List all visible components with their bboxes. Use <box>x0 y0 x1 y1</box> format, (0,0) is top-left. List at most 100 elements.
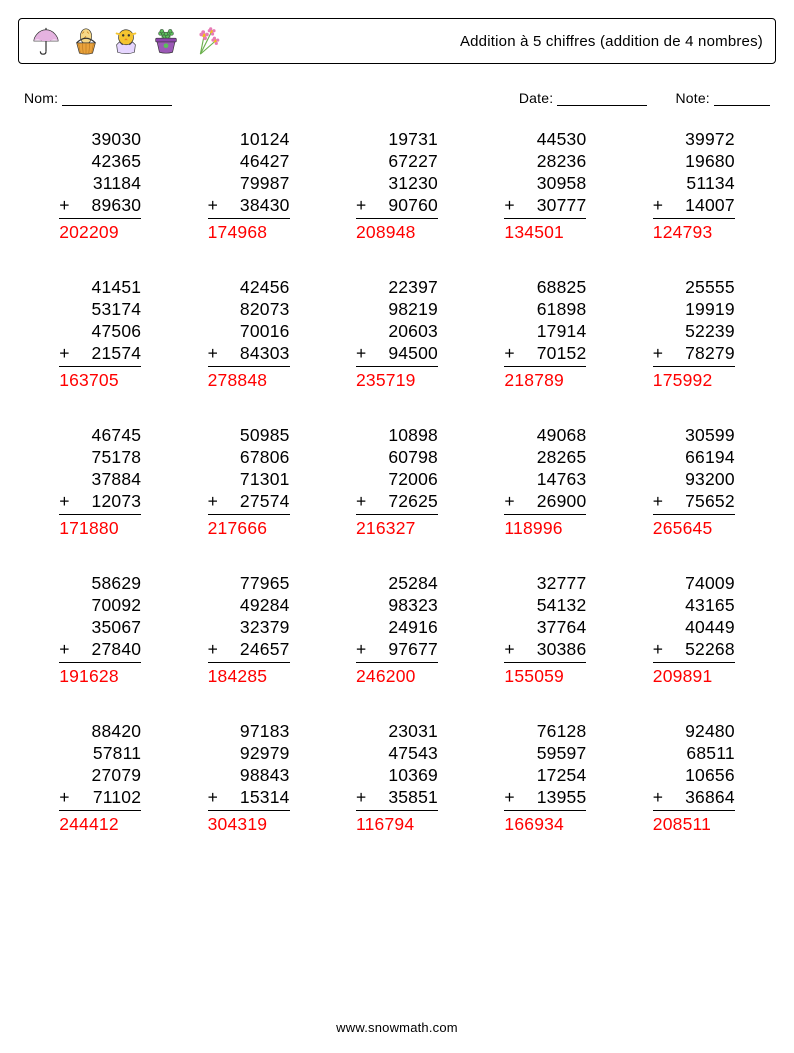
addend: 10656 <box>653 764 735 786</box>
addend: 57811 <box>59 742 141 764</box>
answer: 134501 <box>504 219 586 244</box>
addend: 27079 <box>59 764 141 786</box>
problem: 509856780671301+27574217666 <box>174 424 322 540</box>
addend: 44530 <box>504 128 586 150</box>
addend: 39972 <box>653 128 735 150</box>
answer: 209891 <box>653 663 735 688</box>
addend-last: +21574 <box>59 342 141 364</box>
addend: 17914 <box>504 320 586 342</box>
addend: 97183 <box>208 720 290 742</box>
answer: 208511 <box>653 811 735 836</box>
problem: 414515317447506+21574163705 <box>26 276 174 392</box>
addend: 50985 <box>208 424 290 446</box>
addend: 59597 <box>504 742 586 764</box>
addend: 98843 <box>208 764 290 786</box>
addend: 70016 <box>208 320 290 342</box>
answer: 124793 <box>653 219 735 244</box>
meta-row: Nom: Date: Note: <box>24 90 770 106</box>
problem: 390304236531184+89630202209 <box>26 128 174 244</box>
addend: 70092 <box>59 594 141 616</box>
answer: 174968 <box>208 219 290 244</box>
addend: 35067 <box>59 616 141 638</box>
answer: 244412 <box>59 811 141 836</box>
addend-last: +38430 <box>208 194 290 216</box>
answer: 278848 <box>208 367 290 392</box>
addend: 79987 <box>208 172 290 194</box>
addend: 37884 <box>59 468 141 490</box>
umbrella-icon <box>31 26 61 56</box>
addend: 10124 <box>208 128 290 150</box>
addend: 68511 <box>653 742 735 764</box>
addend: 46427 <box>208 150 290 172</box>
addend: 10898 <box>356 424 438 446</box>
addend-last: +14007 <box>653 194 735 216</box>
addend-last: +71102 <box>59 786 141 808</box>
addend: 88420 <box>59 720 141 742</box>
addend: 40449 <box>653 616 735 638</box>
addend: 14763 <box>504 468 586 490</box>
problems-grid: 390304236531184+89630202209 1012446427799… <box>18 114 776 836</box>
addend-last: +72625 <box>356 490 438 512</box>
addend: 92480 <box>653 720 735 742</box>
addend: 31230 <box>356 172 438 194</box>
answer: 265645 <box>653 515 735 540</box>
date-field: Date: <box>519 90 648 106</box>
addend: 47506 <box>59 320 141 342</box>
addend-last: +12073 <box>59 490 141 512</box>
answer: 166934 <box>504 811 586 836</box>
answer: 235719 <box>356 367 438 392</box>
addend: 42365 <box>59 150 141 172</box>
note-field: Note: <box>675 90 770 106</box>
problem: 445302823630958+30777134501 <box>471 128 619 244</box>
addend: 76128 <box>504 720 586 742</box>
name-label: Nom: <box>24 90 58 106</box>
chick-icon <box>111 26 141 56</box>
problem: 924806851110656+36864208511 <box>620 720 768 836</box>
addend-last: +84303 <box>208 342 290 364</box>
problem: 230314754310369+35851116794 <box>323 720 471 836</box>
note-label: Note: <box>675 90 709 106</box>
problem: 467457517837884+12073171880 <box>26 424 174 540</box>
addend: 46745 <box>59 424 141 446</box>
addend: 93200 <box>653 468 735 490</box>
clover-pot-icon <box>151 26 181 56</box>
addend: 98219 <box>356 298 438 320</box>
addend-last: +97677 <box>356 638 438 660</box>
answer: 202209 <box>59 219 141 244</box>
addend: 98323 <box>356 594 438 616</box>
addend: 19731 <box>356 128 438 150</box>
addend-last: +78279 <box>653 342 735 364</box>
problem: 761285959717254+13955166934 <box>471 720 619 836</box>
date-label: Date: <box>519 90 553 106</box>
addend: 72006 <box>356 468 438 490</box>
addend: 30958 <box>504 172 586 194</box>
addend: 23031 <box>356 720 438 742</box>
problem: 252849832324916+97677246200 <box>323 572 471 688</box>
addend: 47543 <box>356 742 438 764</box>
addend: 82073 <box>208 298 290 320</box>
addend-last: +30777 <box>504 194 586 216</box>
addend-last: +27840 <box>59 638 141 660</box>
problem: 305996619493200+75652265645 <box>620 424 768 540</box>
date-blank <box>557 91 647 106</box>
addend: 92979 <box>208 742 290 764</box>
addend: 49284 <box>208 594 290 616</box>
footer-credit: www.snowmath.com <box>0 1020 794 1035</box>
answer: 191628 <box>59 663 141 688</box>
answer: 118996 <box>504 515 586 540</box>
addend-last: +15314 <box>208 786 290 808</box>
problem: 884205781127079+71102 244412 <box>26 720 174 836</box>
addend: 43165 <box>653 594 735 616</box>
addend: 37764 <box>504 616 586 638</box>
addend: 51134 <box>653 172 735 194</box>
addend: 41451 <box>59 276 141 298</box>
addend: 61898 <box>504 298 586 320</box>
addend-last: +52268 <box>653 638 735 660</box>
answer: 155059 <box>504 663 586 688</box>
addend: 68825 <box>504 276 586 298</box>
addend: 42456 <box>208 276 290 298</box>
addend: 67806 <box>208 446 290 468</box>
addend: 74009 <box>653 572 735 594</box>
name-blank <box>62 91 172 106</box>
addend: 71301 <box>208 468 290 490</box>
